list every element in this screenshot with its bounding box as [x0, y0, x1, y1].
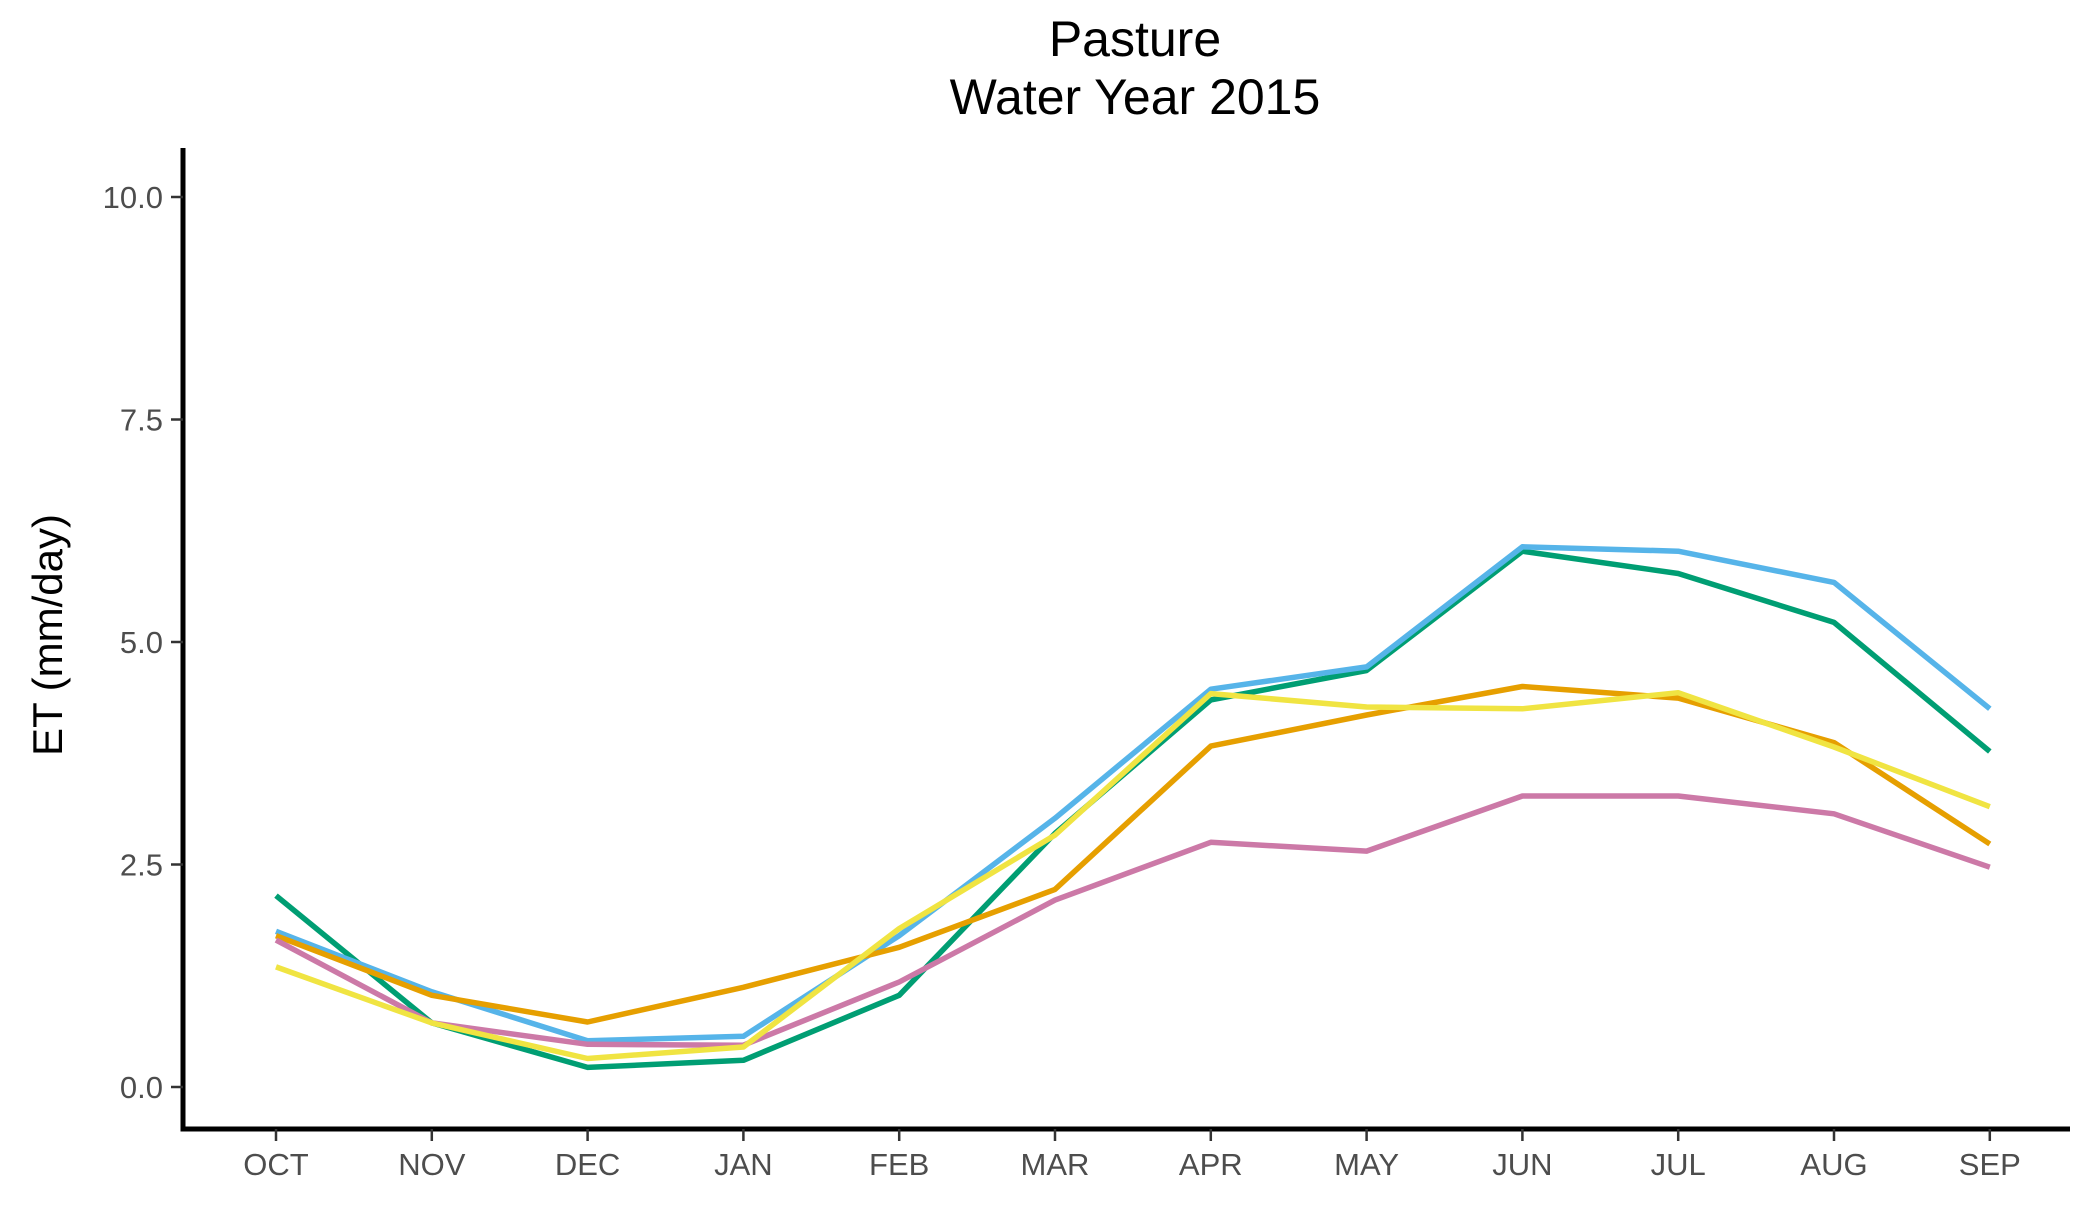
- x-tick-label: FEB: [869, 1147, 929, 1182]
- chart-subtitle: Water Year 2015: [949, 69, 1321, 125]
- chart-title-block: Pasture Water Year 2015: [0, 10, 2100, 126]
- series-line-1: [275, 544, 1992, 1044]
- y-tick-label: 0.0: [120, 1070, 163, 1105]
- x-tick-label: OCT: [243, 1147, 309, 1182]
- x-tick-label: SEP: [1959, 1147, 2021, 1182]
- series-line-3: [274, 793, 1991, 1048]
- y-tick-label: 5.0: [120, 625, 163, 660]
- x-tick-label: MAR: [1021, 1147, 1090, 1182]
- y-tick-label: 7.5: [120, 403, 163, 438]
- y-tick-label: 10.0: [103, 180, 163, 215]
- series-line-0: [274, 548, 1992, 1071]
- series-line-2: [275, 683, 1992, 1025]
- x-tick-label: NOV: [398, 1147, 466, 1182]
- x-tick-label: DEC: [555, 1147, 620, 1182]
- x-tick-label: AUG: [1800, 1147, 1867, 1182]
- series-line-4: [275, 689, 1991, 1062]
- chart-title: Pasture: [1048, 11, 1222, 67]
- x-tick-label: APR: [1179, 1147, 1243, 1182]
- y-tick-label: 2.5: [120, 848, 163, 883]
- x-tick-label: JUN: [1492, 1147, 1552, 1182]
- y-axis-label: ET (mm/day): [24, 514, 71, 756]
- x-tick-label: JAN: [714, 1147, 773, 1182]
- x-tick-label: MAY: [1334, 1147, 1399, 1182]
- x-tick-label: JUL: [1651, 1147, 1706, 1182]
